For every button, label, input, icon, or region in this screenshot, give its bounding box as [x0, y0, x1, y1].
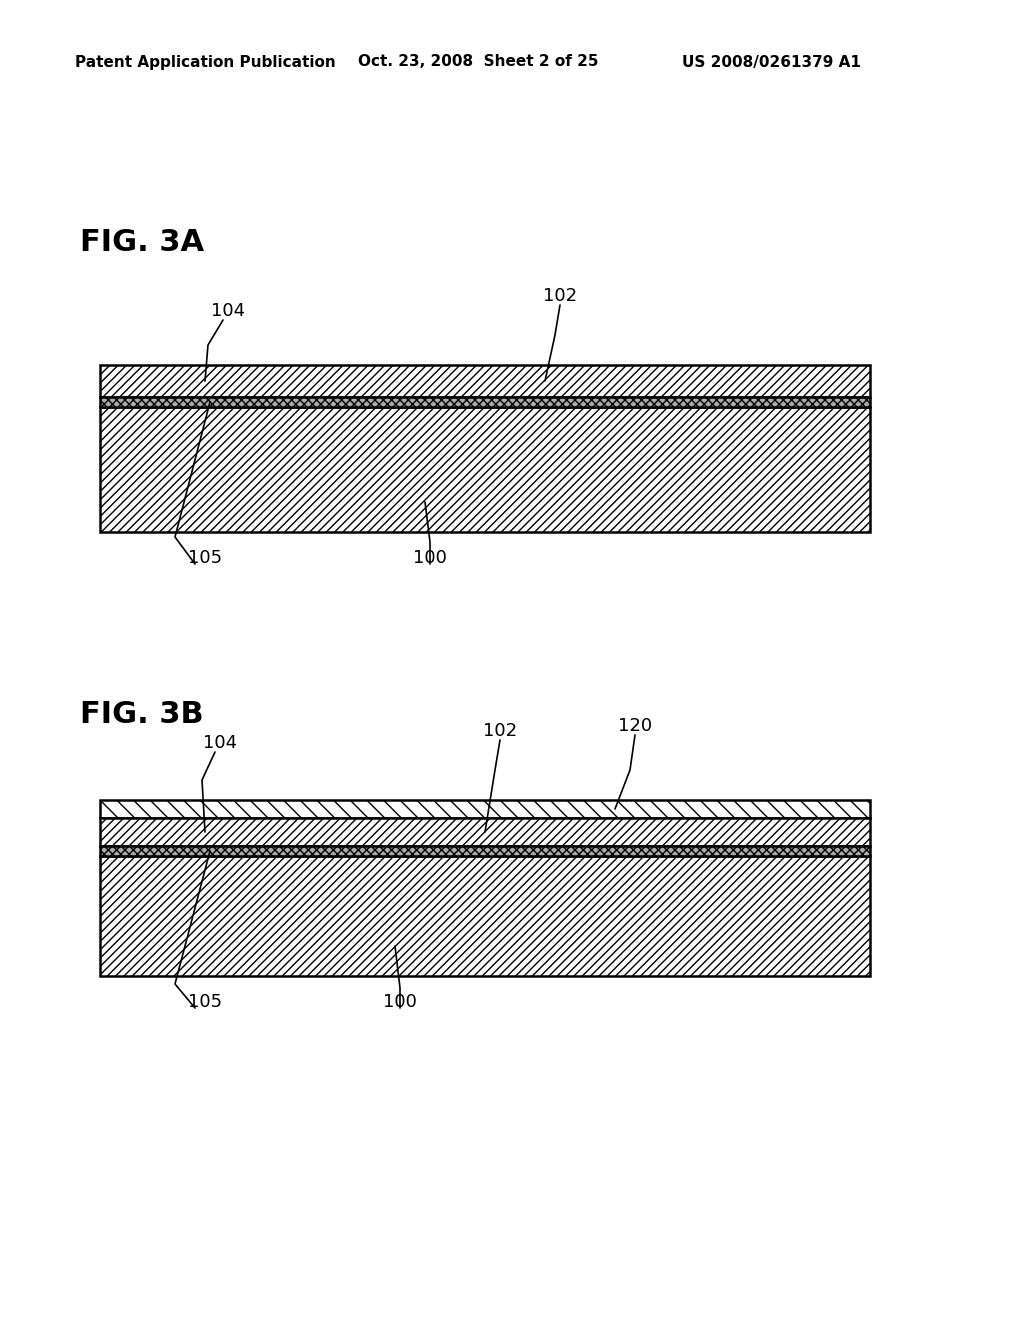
Bar	[100, 366, 870, 397]
Text: US 2008/0261379 A1: US 2008/0261379 A1	[682, 54, 861, 70]
Text: Oct. 23, 2008  Sheet 2 of 25: Oct. 23, 2008 Sheet 2 of 25	[358, 54, 598, 70]
Text: FIG. 3B: FIG. 3B	[80, 700, 204, 729]
Bar	[100, 846, 870, 855]
Text: 120: 120	[617, 717, 652, 735]
Text: 102: 102	[483, 722, 517, 741]
Text: 102: 102	[543, 286, 578, 305]
Text: 104: 104	[211, 302, 245, 319]
Text: FIG. 3A: FIG. 3A	[80, 228, 204, 257]
Text: 100: 100	[413, 549, 446, 568]
Bar	[100, 855, 870, 975]
Text: Patent Application Publication: Patent Application Publication	[75, 54, 336, 70]
Bar	[100, 397, 870, 407]
Text: 105: 105	[188, 549, 222, 568]
Text: 100: 100	[383, 993, 417, 1011]
Bar	[100, 818, 870, 846]
Text: 105: 105	[188, 993, 222, 1011]
Bar	[100, 800, 870, 818]
Text: 104: 104	[203, 734, 238, 752]
Bar	[100, 407, 870, 532]
